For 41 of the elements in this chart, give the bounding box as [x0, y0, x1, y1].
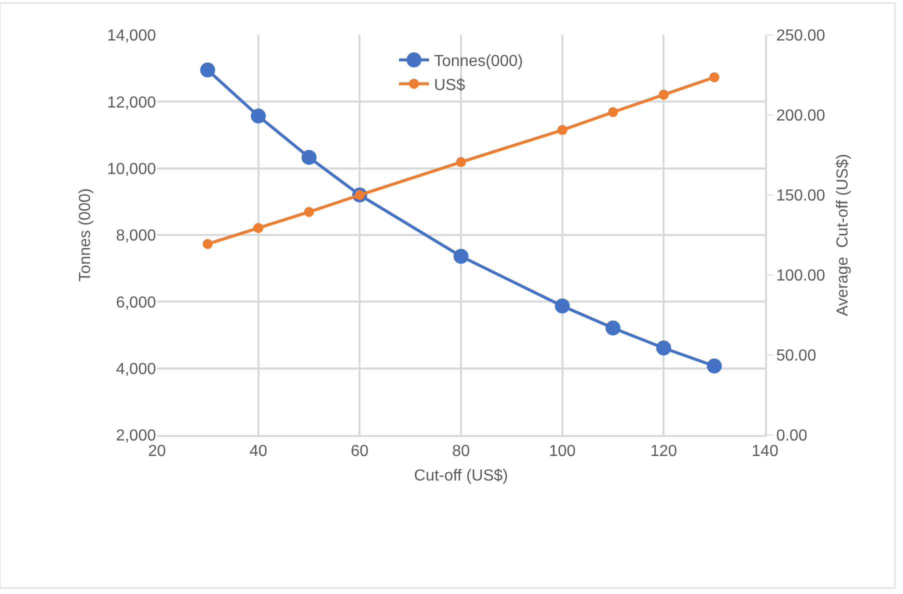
x-tick-label: 20	[148, 443, 166, 460]
legend-label: US$	[434, 76, 466, 94]
point	[200, 62, 216, 78]
point	[202, 238, 213, 249]
legend-label: Tonnes(000)	[434, 53, 523, 70]
x-tick-label: 40	[249, 443, 268, 460]
y-tick-label: 8,000	[116, 228, 156, 245]
y2-axis-title: Average Cut-off (US$)	[834, 154, 852, 316]
point	[706, 358, 722, 374]
y-tick-label: 14,000	[107, 28, 156, 45]
y-tick-label: 10,000	[107, 160, 156, 178]
x-axis-title: Cut-off (US$)	[414, 467, 508, 484]
y-tick-label: 2,000	[116, 428, 156, 445]
y2-tick-label: 0.00	[776, 428, 808, 445]
point	[608, 107, 618, 118]
point	[554, 298, 570, 314]
point	[304, 206, 314, 217]
y-tick-label: 12,000	[107, 94, 156, 112]
y-tick-label: 6,000	[116, 294, 156, 312]
y2-tick-label: 100.00	[776, 268, 826, 285]
x-tick-label: 120	[650, 443, 678, 460]
y2-tick-label: 50.00	[776, 348, 816, 365]
point	[456, 157, 466, 168]
y-tick-label: 4,000	[116, 360, 156, 378]
y-axis-title: Tonnes (000)	[76, 188, 94, 282]
point	[656, 340, 672, 356]
point	[454, 248, 468, 264]
point	[250, 108, 266, 124]
point	[253, 222, 264, 233]
point	[606, 320, 620, 336]
x-tick-label: 140	[752, 443, 778, 460]
point	[709, 72, 720, 82]
y2-tick-label: 250.00	[776, 28, 826, 45]
x-tick-label: 80	[452, 443, 470, 460]
point	[658, 90, 669, 100]
y2-tick-label: 200.00	[776, 108, 826, 125]
point	[302, 150, 316, 165]
x-tick-label: 100	[548, 443, 576, 460]
point	[557, 125, 568, 136]
x-tick-label: 60	[350, 443, 369, 460]
y2-tick-label: 150.00	[776, 188, 826, 205]
